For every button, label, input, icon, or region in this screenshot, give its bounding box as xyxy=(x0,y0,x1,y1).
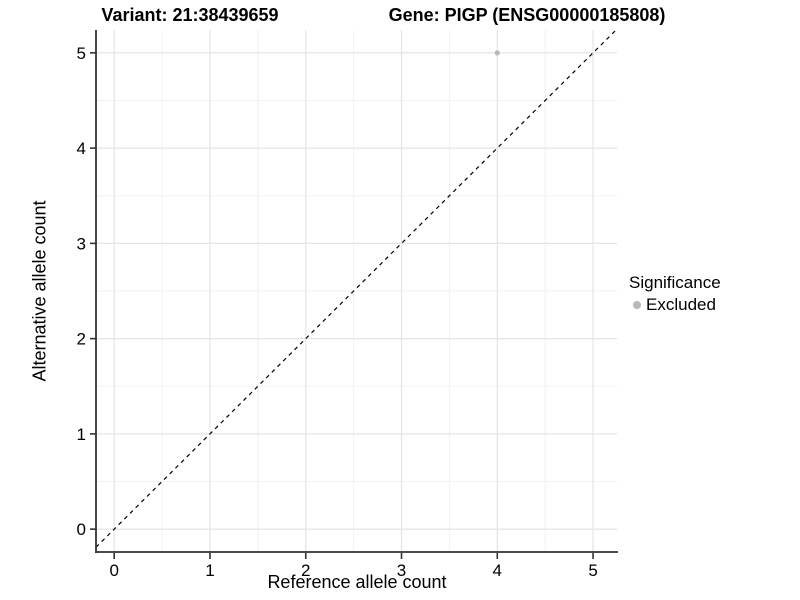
legend: Significance Excluded xyxy=(629,272,721,316)
plot-title-variant: Variant: 21:38439659 xyxy=(101,5,279,25)
x-axis-label: Reference allele count xyxy=(267,572,447,592)
x-tick-label: 5 xyxy=(588,561,597,580)
x-tick-label: 3 xyxy=(397,561,406,580)
plot-title-gene: Gene: PIGP (ENSG00000185808) xyxy=(388,5,666,25)
legend-title: Significance xyxy=(629,273,721,292)
y-tick-label: 2 xyxy=(77,330,86,349)
y-axis-label: Alternative allele count xyxy=(29,200,50,382)
x-tick-label: 2 xyxy=(301,561,310,580)
identity-line xyxy=(95,29,617,548)
y-tick-label: 4 xyxy=(77,139,86,158)
legend-point-icon xyxy=(633,300,641,309)
x-tick-label: 4 xyxy=(493,561,502,580)
y-tick-label: 3 xyxy=(77,234,86,253)
legend-item-excluded: Excluded xyxy=(629,294,721,315)
legend-item-label: Excluded xyxy=(646,295,716,315)
y-tick-label: 5 xyxy=(77,44,86,63)
x-tick-label: 1 xyxy=(205,561,214,580)
y-tick-label: 0 xyxy=(77,520,86,539)
y-tick-label: 1 xyxy=(77,425,86,444)
x-tick-label: 0 xyxy=(109,561,118,580)
data-point xyxy=(494,50,500,56)
